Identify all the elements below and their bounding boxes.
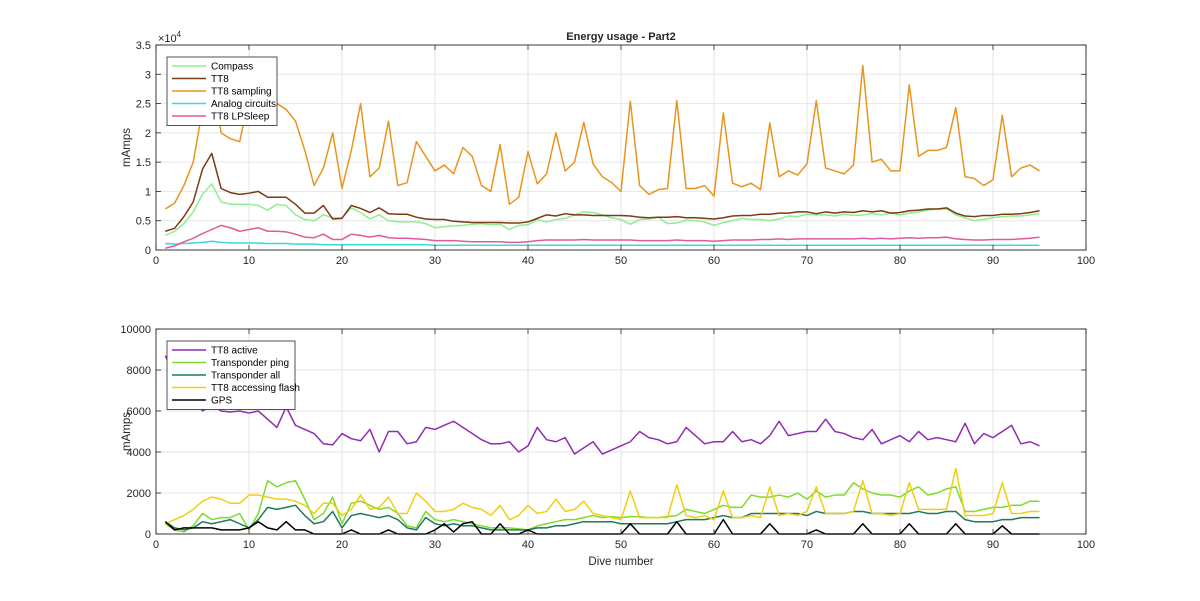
series-line-tt8-active [164, 355, 1040, 455]
x-tick-label: 80 [894, 255, 906, 267]
legend-entry-label: Analog circuits [211, 99, 276, 110]
y-axis-label: mAmps [121, 412, 133, 451]
series-line-tt8-sampling [164, 64, 1040, 210]
y-tick-label: 0.5 [136, 216, 151, 228]
x-tick-label: 30 [429, 539, 441, 551]
x-tick-label: 30 [429, 255, 441, 267]
x-tick-label: 100 [1077, 255, 1095, 267]
x-tick-label: 20 [336, 255, 348, 267]
y-tick-label: 2000 [127, 488, 151, 500]
x-tick-label: 0 [153, 255, 159, 267]
x-tick-label: 60 [708, 255, 720, 267]
x-tick-label: 90 [987, 539, 999, 551]
x-tick-label: 50 [615, 539, 627, 551]
series-line-tt8 [165, 152, 1040, 232]
y-tick-label: 8000 [127, 365, 151, 377]
series-line-transponder-ping [164, 479, 1040, 533]
series-line-tt8-lpsleep [165, 224, 1040, 249]
x-tick-label: 70 [801, 255, 813, 267]
y-tick-label: 1.5 [136, 157, 151, 169]
y-tick-label: 3 [145, 69, 151, 81]
y-tick-label: 6000 [127, 406, 151, 418]
top-chart-panel: 0 10 20 30 40 50 60 70 80 90 100 0 0.5 1 1.5 2 2.5 3 3.5 ×1… [121, 30, 1095, 267]
x-tick-label: 0 [153, 539, 159, 551]
legend-entry-label: Transponder all [211, 371, 280, 382]
legend-entry-label: TT8 sampling [211, 87, 272, 98]
chart-title: Energy usage - Part2 [566, 31, 675, 43]
legend-entry-label: TT8 LPSleep [211, 112, 270, 123]
legend-entry-label: TT8 [211, 74, 229, 85]
y-tick-label: 0 [145, 245, 151, 257]
series-line-tt8-accessing-flash [164, 467, 1040, 525]
x-tick-label: 10 [243, 539, 255, 551]
x-axis-label: Dive number [588, 556, 653, 568]
x-tick-label: 100 [1077, 539, 1095, 551]
x-tick-label: 70 [801, 539, 813, 551]
y-axis-label: mAmps [121, 128, 133, 167]
axes-frame [155, 328, 1087, 535]
x-tick-label: 80 [894, 539, 906, 551]
x-tick-label: 50 [615, 255, 627, 267]
y-tick-label: 4000 [127, 447, 151, 459]
series-line-transponder-all [164, 504, 1040, 531]
x-tick-label: 40 [522, 255, 534, 267]
y-tick-label: 3.5 [136, 40, 151, 52]
y-exponent-base: ×10 [158, 33, 177, 45]
legend-entry-label: TT8 active [211, 346, 258, 357]
y-exponent-label: ×104 [158, 30, 182, 45]
series-line-analog-circuits [165, 240, 1040, 247]
bottom-chart-panel: 0 10 20 30 40 50 60 70 80 90 100 0 2000 4000 6000 8000 1… [120, 324, 1095, 568]
x-tick-label: 20 [336, 539, 348, 551]
legend-entry-label: TT8 accessing flash [211, 383, 300, 394]
y-tick-label: 2.5 [136, 99, 151, 111]
legend-entry-label: GPS [211, 396, 232, 407]
x-tick-label: 40 [522, 539, 534, 551]
y-tick-label: 0 [145, 529, 151, 541]
x-tick-label: 90 [987, 255, 999, 267]
legend-entry-label: Transponder ping [211, 358, 289, 369]
legend-entry-label: Compass [211, 62, 253, 73]
y-exponent-power: 4 [177, 30, 182, 39]
axes-frame [155, 44, 1087, 251]
y-tick-label: 10000 [120, 324, 151, 336]
x-tick-label: 60 [708, 539, 720, 551]
y-tick-label: 1 [145, 186, 151, 198]
y-tick-label: 2 [145, 128, 151, 140]
x-tick-label: 10 [243, 255, 255, 267]
